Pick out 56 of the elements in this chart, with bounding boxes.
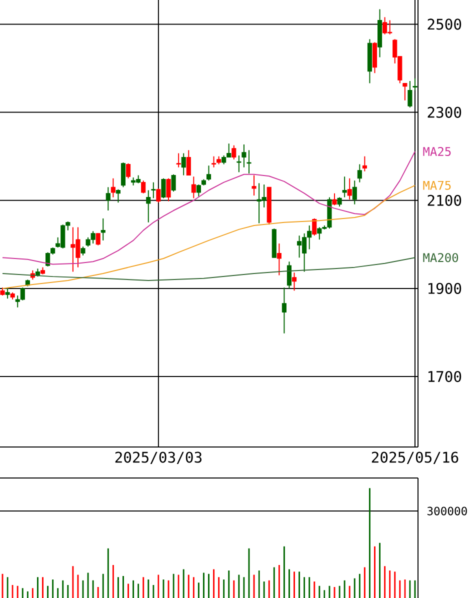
x-tick-label: 2025/03/03: [115, 452, 202, 464]
candlestick: [96, 232, 100, 246]
candlestick: [276, 243, 282, 276]
candlestick: [286, 261, 292, 289]
x-tick-label: 2025/05/16: [372, 452, 458, 464]
candlestick: [246, 150, 252, 174]
candlestick: [232, 144, 236, 160]
line-series: [2, 257, 416, 282]
y-tick-label: 300000: [427, 506, 467, 516]
line-series: [2, 150, 416, 265]
y-tick-label: 2100: [428, 194, 462, 206]
candlestick: [186, 150, 191, 176]
candlestick: [156, 188, 161, 204]
candlestick: [161, 178, 166, 199]
candlestick: [292, 272, 297, 292]
candlestick: [181, 152, 186, 176]
candlestick: [332, 192, 337, 206]
candlestick: [212, 156, 216, 168]
candlestick: [141, 180, 146, 194]
candlestick: [196, 184, 201, 197]
candlestick: [236, 154, 242, 173]
candlestick: [402, 82, 408, 101]
candlestick: [347, 178, 352, 200]
candlestick: [282, 287, 286, 334]
candlestick: [100, 218, 106, 241]
series-label: MA25: [423, 146, 451, 156]
candlestick: [352, 180, 357, 205]
candlestick: [252, 174, 256, 196]
y-tick-label: 2300: [428, 106, 462, 118]
line-series: [2, 184, 416, 289]
candlestick: [120, 162, 126, 188]
candlestick: [171, 174, 176, 192]
candlestick: [106, 186, 110, 212]
candlestick: [166, 178, 171, 202]
candlestick: [110, 178, 116, 198]
candlestick: [126, 162, 131, 179]
candlestick: [312, 218, 317, 236]
candlestick: [408, 80, 412, 108]
candlestick: [342, 176, 347, 198]
candlestick: [337, 196, 342, 208]
candlestick: [412, 78, 418, 91]
candlestick: [191, 176, 196, 199]
series-label: MA200: [423, 253, 458, 262]
series-label: MA75: [423, 180, 451, 190]
candlestick: [362, 156, 367, 172]
y-tick-label: 2500: [428, 18, 462, 30]
y-tick-label: 1900: [428, 282, 462, 294]
candlestick: [206, 165, 212, 182]
candlestick: [151, 182, 156, 199]
candlestick: [242, 144, 246, 168]
y-tick-label: 1700: [428, 370, 462, 382]
candlestick: [116, 188, 120, 204]
candlestick: [357, 164, 362, 183]
candlestick: [5, 287, 10, 300]
candlestick: [146, 190, 151, 223]
candlestick: [176, 152, 181, 168]
